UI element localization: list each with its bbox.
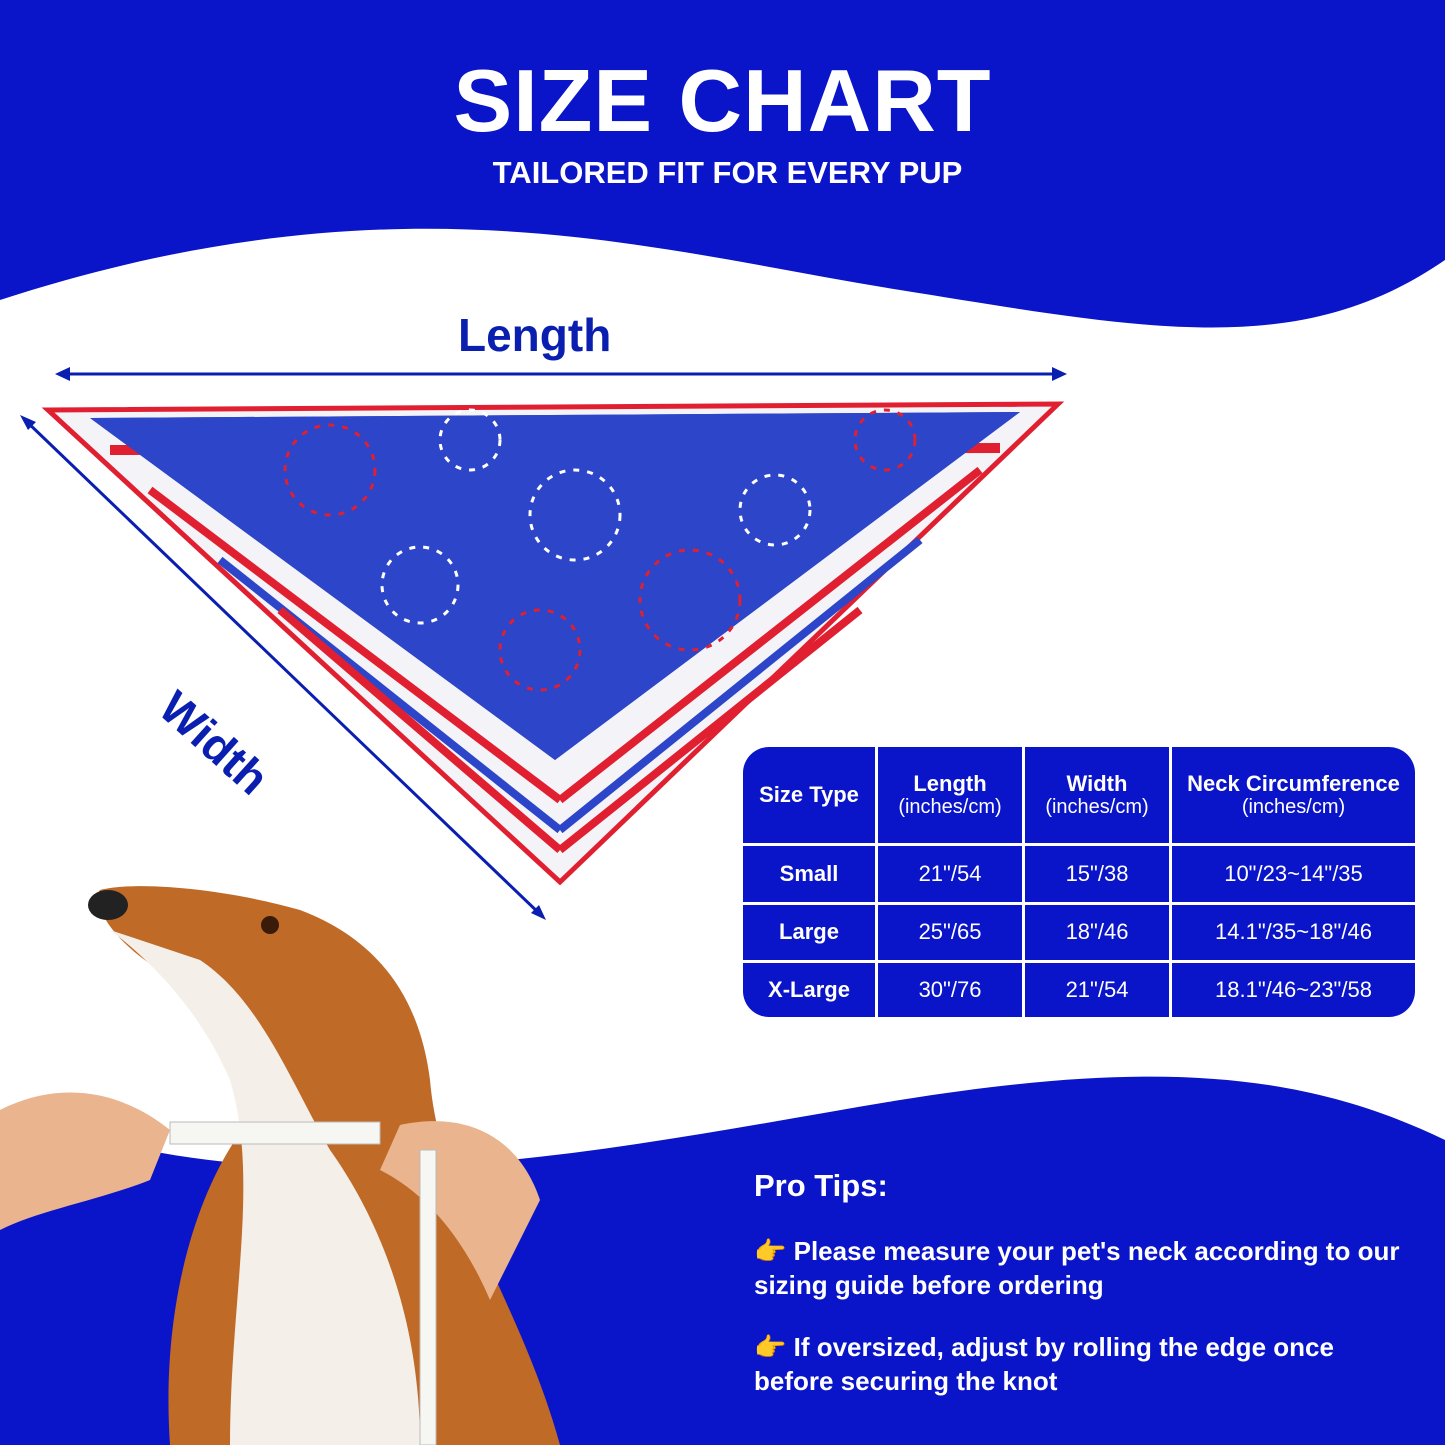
cell-size: X-Large [743,959,878,1017]
table-row: X-Large 30"/76 21"/54 18.1"/46~23"/58 [743,959,1415,1017]
cell-size: Large [743,901,878,963]
tip-item: 👉 If oversized, adjust by rolling the ed… [754,1330,1414,1398]
header-title: Neck Circumference [1187,770,1400,796]
header-unit: (inches/cm) [1045,796,1149,819]
dog-measuring-photo [0,886,560,1445]
table-header-row: Size Type Length (inches/cm) Width (inches… [743,747,1415,847]
cell-length: 21"/54 [875,843,1025,905]
cell-length: 25"/65 [875,901,1025,963]
pointing-hand-icon: 👉 [754,1332,787,1362]
cell-neck: 14.1"/35~18"/46 [1169,901,1415,963]
tip-text: Please measure your pet's neck according… [754,1236,1400,1300]
header-unit: (inches/cm) [898,796,1002,819]
page-title: SIZE CHART [453,51,992,150]
header-width: Width (inches/cm) [1022,747,1172,847]
length-arrow [55,367,1067,381]
page-subtitle: TAILORED FIT FOR EVERY PUP [492,155,963,190]
cell-width: 15"/38 [1022,843,1172,905]
cell-neck: 18.1"/46~23"/58 [1169,959,1415,1017]
header-title: Size Type [759,782,859,808]
bandana-image [41,401,1065,886]
header-neck: Neck Circumference (inches/cm) [1169,747,1415,847]
tips-heading: Pro Tips: [754,1168,888,1203]
tip-item: 👉 Please measure your pet's neck accordi… [754,1234,1414,1302]
header-length: Length (inches/cm) [875,747,1025,847]
cell-width: 21"/54 [1022,959,1172,1017]
header-title: Width [1066,770,1128,796]
cell-neck: 10"/23~14"/35 [1169,843,1415,905]
table-row: Small 21"/54 15"/38 10"/23~14"/35 [743,843,1415,905]
header-unit: (inches/cm) [1241,796,1346,819]
header-title: Length [913,770,987,796]
pointing-hand-icon: 👉 [754,1236,787,1266]
cell-width: 18"/46 [1022,901,1172,963]
tip-text: If oversized, adjust by rolling the edge… [754,1332,1334,1396]
size-table: Size Type Length (inches/cm) Width (inches… [743,747,1415,1017]
cell-size: Small [743,843,878,905]
top-wave [0,0,1445,328]
cell-length: 30"/76 [875,959,1025,1017]
table-row: Large 25"/65 18"/46 14.1"/35~18"/46 [743,901,1415,963]
width-arrow [20,415,546,920]
pro-tips: Pro Tips: 👉 Please measure your pet's ne… [754,1168,1414,1426]
length-label: Length [458,309,612,361]
header-size-type: Size Type [743,747,878,847]
